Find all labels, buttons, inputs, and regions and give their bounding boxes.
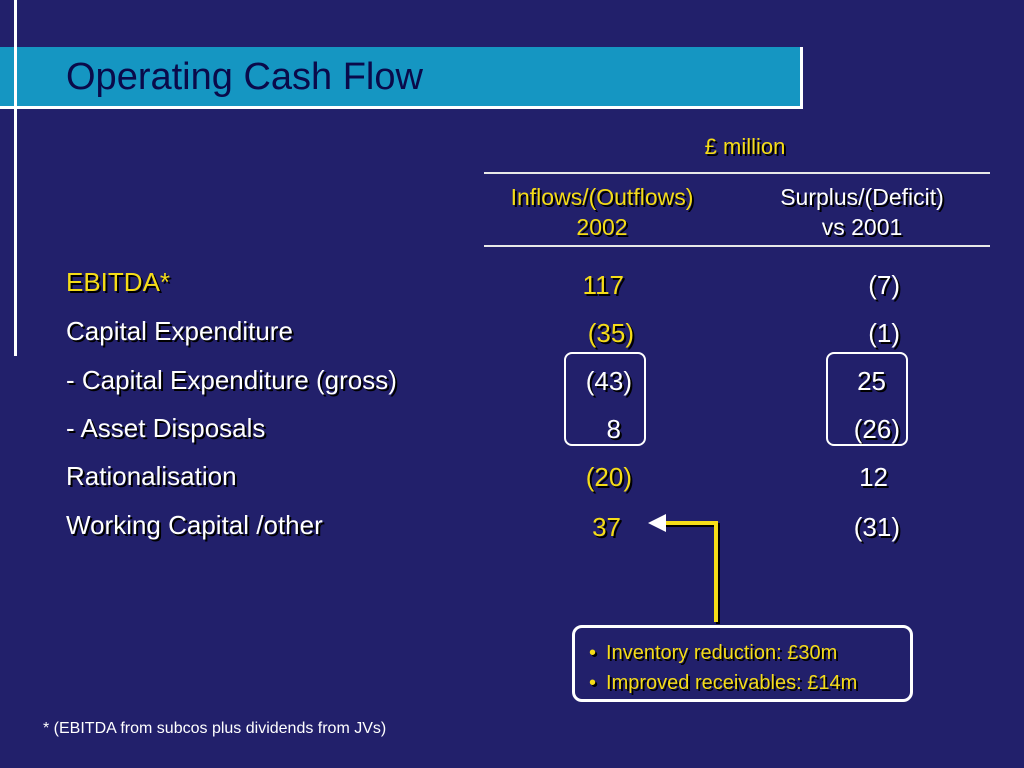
header-rule-top bbox=[484, 172, 990, 174]
callout-item-receivables: Improved receivables: £14m bbox=[589, 668, 910, 698]
value-inflows-rationalisation: (20) bbox=[585, 462, 632, 492]
row-label-rationalisation: Rationalisation bbox=[66, 461, 237, 491]
highlight-box-surplus bbox=[826, 352, 908, 446]
row-label-capex-gross: - Capital Expenditure (gross) bbox=[66, 365, 397, 395]
value-inflows-capex-gross: (43) bbox=[585, 366, 632, 396]
footnote: * (EBITDA from subcos plus dividends fro… bbox=[43, 720, 387, 737]
value-surplus-working-capital: (31) bbox=[853, 512, 900, 542]
value-surplus-capital-expenditure: (1) bbox=[868, 318, 900, 348]
arrow-head-icon bbox=[648, 514, 666, 532]
column-header-surplus: Surplus/(Deficit) vs 2001 bbox=[740, 182, 984, 242]
value-surplus-rationalisation: 12 bbox=[859, 462, 888, 492]
header-rule-bottom bbox=[484, 245, 990, 247]
column-header-surplus-line1: Surplus/(Deficit) bbox=[780, 184, 944, 210]
column-header-inflows-line2: 2002 bbox=[576, 214, 628, 240]
value-surplus-ebitda: (7) bbox=[868, 270, 900, 300]
value-inflows-asset-disposals: 8 bbox=[606, 414, 621, 444]
callout-item-inventory: Inventory reduction: £30m bbox=[589, 638, 910, 668]
value-inflows-ebitda: 117 bbox=[582, 270, 624, 300]
column-header-inflows: Inflows/(Outflows) 2002 bbox=[480, 182, 724, 242]
callout-box: Inventory reduction: £30m Improved recei… bbox=[572, 625, 913, 702]
unit-label: £ million bbox=[704, 134, 786, 159]
column-header-surplus-line2: vs 2001 bbox=[821, 214, 903, 240]
value-inflows-capital-expenditure: (35) bbox=[587, 318, 634, 348]
title-bar: Operating Cash Flow bbox=[0, 47, 803, 109]
row-label-asset-disposals: - Asset Disposals bbox=[66, 413, 266, 443]
highlight-box-inflows bbox=[564, 352, 646, 446]
value-surplus-capex-gross: 25 bbox=[857, 366, 886, 396]
value-surplus-asset-disposals: (26) bbox=[853, 414, 900, 444]
row-label-working-capital: Working Capital /other bbox=[66, 510, 323, 540]
callout-list: Inventory reduction: £30m Improved recei… bbox=[589, 638, 910, 698]
column-header-inflows-line1: Inflows/(Outflows) bbox=[510, 184, 694, 210]
row-label-ebitda: EBITDA* bbox=[66, 267, 171, 297]
left-vertical-rule bbox=[14, 0, 17, 356]
row-label-capital-expenditure: Capital Expenditure bbox=[66, 316, 293, 346]
title-bar-rule bbox=[14, 47, 17, 106]
value-inflows-working-capital: 37 bbox=[592, 512, 621, 542]
page-title: Operating Cash Flow bbox=[66, 56, 423, 98]
